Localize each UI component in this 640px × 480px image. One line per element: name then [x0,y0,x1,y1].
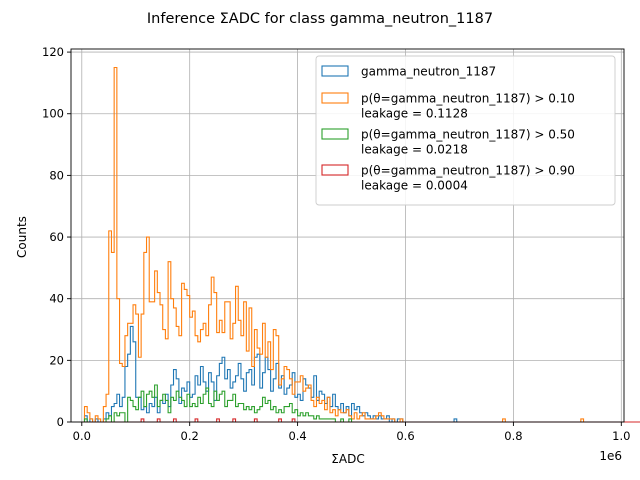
legend-leakage-1: leakage = 0.1128 [361,107,468,121]
x-tick-label: 1.0 [612,429,630,443]
legend-leakage-2: leakage = 0.0218 [361,143,468,157]
x-tick-label: 0.6 [396,429,414,443]
legend-leakage-3: leakage = 0.0004 [361,179,468,193]
x-tick-label: 0.0 [73,429,91,443]
legend-label-3: p(θ=gamma_neutron_1187) > 0.90 [361,164,575,178]
x-tick-label: 0.8 [504,429,522,443]
x-tick-label: 0.4 [288,429,306,443]
legend-label-0: gamma_neutron_1187 [361,65,496,79]
plot-frame [70,48,625,423]
legend-swatch-0 [321,65,349,77]
legend-label-1: p(θ=gamma_neutron_1187) > 0.10 [361,92,575,106]
y-axis-label: Counts [15,216,29,258]
x-axis-label: ΣADC [331,452,364,466]
legend: gamma_neutron_1187 p(θ=gamma_neutron_1187… [315,55,616,206]
legend-swatch-1 [321,92,349,104]
legend-swatch-3 [321,164,349,176]
y-tick-label: 100 [42,107,64,121]
legend-label-2: p(θ=gamma_neutron_1187) > 0.50 [361,128,575,142]
legend-swatch-2 [321,128,349,140]
legend-box [315,55,616,206]
x-axis-offset-label: 1e6 [599,449,622,463]
y-tick-label: 60 [49,230,64,244]
y-tick-label: 0 [57,415,64,429]
axes-layer: 0.0 0.2 0.4 0.6 0.8 1.0 0 20 40 60 80 100 120 [42,45,630,443]
y-tick-label: 80 [49,168,64,182]
y-tick-label: 40 [49,292,64,306]
chart-title: Inference ΣADC for class gamma_neutron_1… [147,11,493,27]
x-tick-label: 0.2 [181,429,199,443]
y-tick-label: 120 [42,45,64,59]
y-tick-label: 20 [49,353,64,367]
